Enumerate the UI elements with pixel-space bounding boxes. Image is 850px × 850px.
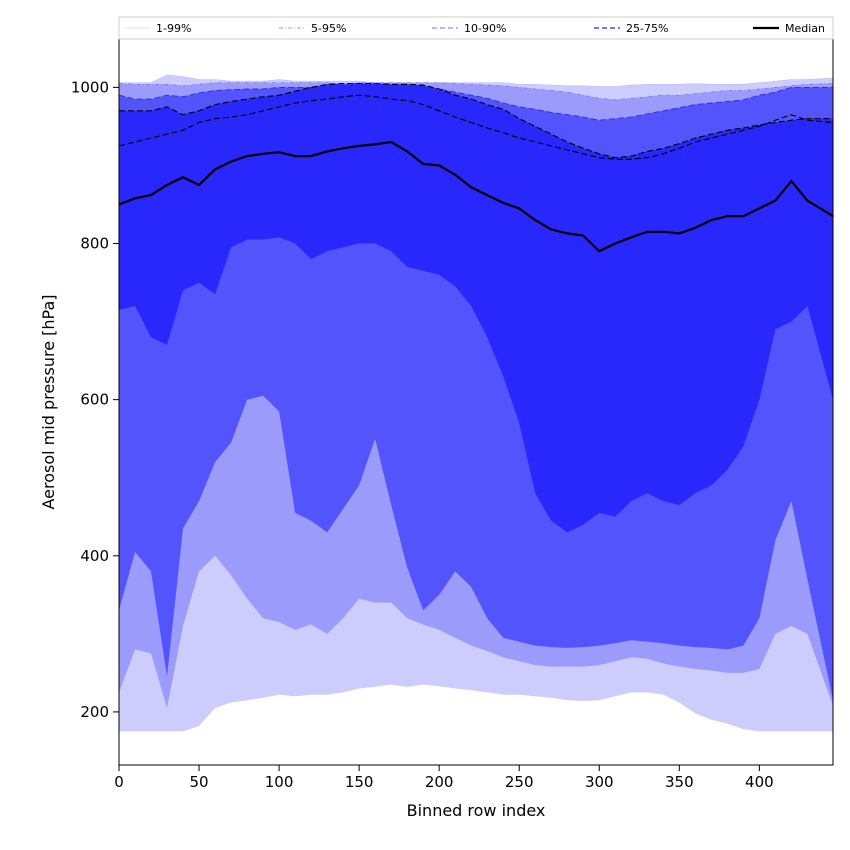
legend-label-1-99%: 1-99% [156, 22, 191, 35]
band-10-90%-upper-edge [118, 86, 833, 121]
x-tick-label-200: 200 [425, 773, 454, 791]
median-line [118, 140, 834, 253]
x-tick-label-300: 300 [585, 773, 614, 791]
bands-layer [119, 74, 833, 732]
y-tick-label-1000: 1000 [71, 78, 109, 96]
x-tick-label-150: 150 [345, 773, 374, 791]
band-5-95%-upper-edge [118, 82, 834, 101]
y-tick-label-600: 600 [80, 391, 109, 409]
band-25-75-inner-edge [118, 94, 834, 160]
y-axis: 200 400 600 800 1000 [71, 78, 119, 721]
legend-label-10-90%: 10-90% [464, 22, 506, 35]
band-25-75%-area [119, 83, 833, 533]
legend: 1-99% 5-95% 10-90% 25-75% Median [118, 16, 834, 40]
x-tick-label-50: 50 [189, 773, 208, 791]
legend-label-Median: Median [785, 22, 825, 35]
x-tick-label-100: 100 [265, 773, 294, 791]
y-tick-label-400: 400 [80, 547, 109, 565]
x-tick-label-250: 250 [505, 773, 534, 791]
x-tick-label-0: 0 [114, 773, 124, 791]
x-tick-label-350: 350 [665, 773, 694, 791]
y-tick-label-200: 200 [80, 703, 109, 721]
band-25-75%-upper-edge [119, 82, 833, 159]
y-axis-label: Aerosol mid pressure [hPa] [39, 294, 58, 509]
x-tick-label-400: 400 [745, 773, 774, 791]
legend-label-25-75%: 25-75% [626, 22, 668, 35]
legend-box [118, 16, 834, 40]
x-axis: 0 50 100 150 200 250 300 350 400 [114, 765, 774, 791]
y-tick-label-800: 800 [80, 235, 109, 253]
legend-label-5-95%: 5-95% [311, 22, 346, 35]
band-edges-layer [118, 74, 834, 160]
band-1-99%-upper-edge [119, 74, 834, 87]
x-axis-label: Binned row index [407, 801, 546, 820]
